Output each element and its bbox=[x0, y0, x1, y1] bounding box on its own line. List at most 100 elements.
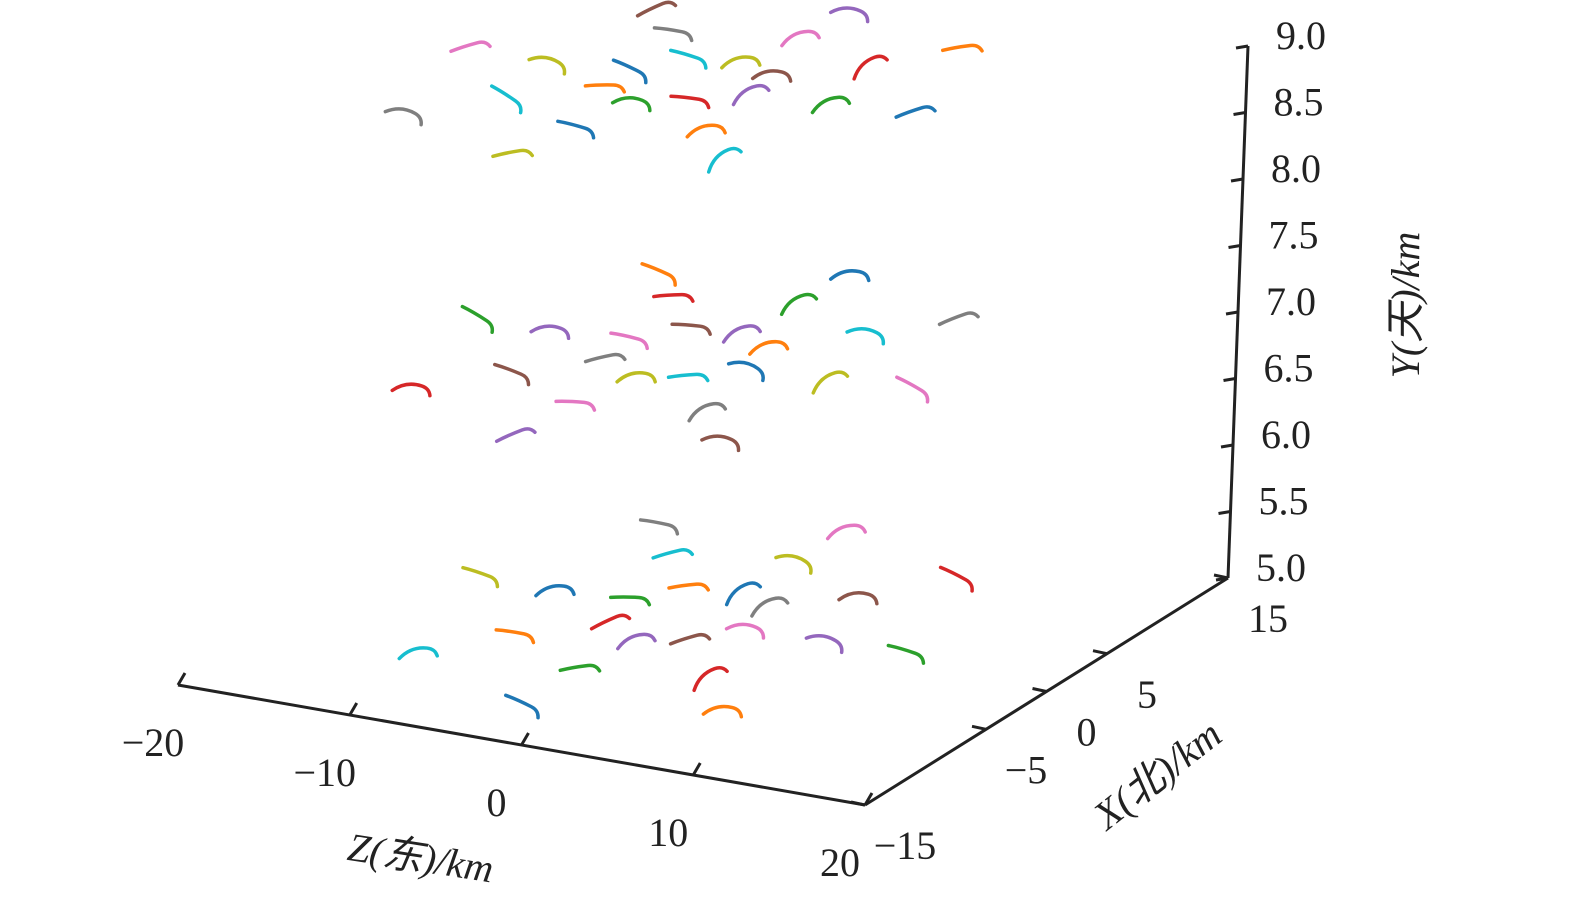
trajectory bbox=[895, 375, 930, 404]
trajectory bbox=[635, 0, 678, 18]
z-tick-label: −10 bbox=[293, 750, 356, 795]
x-axis-title: X(北)/km bbox=[1083, 711, 1230, 839]
trajectory bbox=[449, 40, 492, 54]
y-axis-title: Y(天)/km bbox=[1383, 232, 1428, 379]
z-tick-label: 0 bbox=[487, 780, 507, 825]
trajectory bbox=[938, 565, 974, 593]
y-tick-label: 9.0 bbox=[1276, 13, 1326, 58]
y-tick bbox=[1215, 576, 1229, 582]
trajectory bbox=[583, 83, 627, 94]
trajectory bbox=[383, 107, 423, 127]
trajectory bbox=[494, 628, 536, 645]
z-tick bbox=[348, 702, 359, 716]
trajectory bbox=[461, 565, 500, 589]
trajectory bbox=[669, 94, 711, 110]
trajectory bbox=[492, 362, 531, 387]
z-axis-title: Z(东)/km bbox=[345, 824, 497, 891]
trajectory bbox=[852, 54, 889, 81]
y-tick bbox=[1235, 44, 1249, 50]
trajectory bbox=[687, 401, 728, 423]
x-tick bbox=[1032, 687, 1047, 693]
trajectory bbox=[886, 643, 926, 665]
trajectory bbox=[668, 632, 712, 646]
trajectory bbox=[556, 119, 596, 140]
trajectory bbox=[503, 693, 540, 720]
trajectory bbox=[721, 324, 762, 344]
x-tick bbox=[971, 724, 987, 731]
y-tick-label: 6.0 bbox=[1261, 412, 1311, 457]
trajectory bbox=[558, 663, 602, 673]
trajectory bbox=[529, 324, 571, 341]
x-tick bbox=[1092, 649, 1108, 656]
y-tick bbox=[1218, 510, 1231, 515]
trajectory bbox=[750, 69, 793, 83]
trajectory bbox=[940, 43, 984, 53]
trajectory bbox=[489, 84, 523, 115]
y-tick bbox=[1228, 244, 1241, 249]
trajectory bbox=[397, 646, 439, 661]
trajectory bbox=[611, 58, 648, 85]
trajectory bbox=[828, 269, 871, 283]
x-tick-label: 15 bbox=[1248, 596, 1288, 641]
trajectory bbox=[616, 632, 657, 651]
x-tick-label: −5 bbox=[1005, 748, 1048, 793]
trajectory bbox=[700, 434, 741, 453]
y-tick-label: 8.5 bbox=[1274, 80, 1324, 125]
trajectory bbox=[724, 622, 766, 640]
y-tick-label: 7.5 bbox=[1269, 213, 1319, 258]
x-tick-label: 0 bbox=[1077, 710, 1097, 755]
trajectory bbox=[750, 596, 790, 618]
trajectory bbox=[804, 634, 844, 655]
trajectory bbox=[638, 518, 680, 536]
trajectory bbox=[527, 55, 567, 76]
trajectory bbox=[667, 582, 710, 592]
z-tick bbox=[520, 732, 530, 746]
trajectory bbox=[779, 292, 819, 317]
trajectory bbox=[666, 372, 710, 383]
trajectory bbox=[837, 591, 879, 606]
y-tick-label: 7.0 bbox=[1266, 279, 1316, 324]
y-tick-label: 5.5 bbox=[1259, 479, 1309, 524]
trajectory bbox=[774, 553, 813, 575]
trajectory bbox=[828, 6, 870, 24]
trajectory bbox=[810, 95, 852, 115]
trajectory bbox=[825, 523, 867, 541]
trajectory bbox=[726, 360, 765, 383]
trajectory bbox=[640, 262, 677, 287]
trajectory bbox=[706, 146, 743, 174]
trajectory bbox=[460, 304, 495, 334]
trajectory bbox=[748, 339, 790, 356]
trajectory bbox=[609, 331, 649, 351]
z-tick-label: 20 bbox=[820, 840, 860, 885]
trajectory bbox=[670, 322, 712, 336]
trajectory bbox=[668, 48, 708, 70]
trajectory bbox=[651, 548, 695, 560]
y-tick bbox=[1223, 377, 1236, 382]
trajectory bbox=[554, 399, 597, 412]
trajectory bbox=[845, 326, 886, 346]
trajectory bbox=[701, 704, 744, 719]
y-tick bbox=[1225, 310, 1239, 316]
trajectory bbox=[780, 29, 821, 48]
z-tick bbox=[176, 672, 187, 686]
trajectory bbox=[724, 581, 763, 607]
trajectory bbox=[491, 148, 535, 159]
trajectory bbox=[615, 371, 657, 384]
y-tick bbox=[1233, 111, 1246, 116]
trajectory bbox=[652, 292, 695, 303]
trajectory bbox=[534, 584, 576, 598]
trajectory bbox=[685, 123, 727, 139]
trajectory bbox=[811, 370, 850, 395]
x-tick bbox=[850, 800, 866, 807]
trajectory bbox=[720, 55, 762, 70]
trajectory bbox=[390, 382, 432, 398]
z-tick-label: 10 bbox=[648, 810, 688, 855]
y-tick-label: 6.5 bbox=[1264, 346, 1314, 391]
trajectory bbox=[894, 105, 937, 119]
trajectory bbox=[608, 595, 652, 607]
trajectory bbox=[583, 352, 627, 364]
trajectory bbox=[731, 83, 771, 107]
y-tick-label: 8.0 bbox=[1271, 146, 1321, 191]
trajectory bbox=[589, 613, 632, 631]
